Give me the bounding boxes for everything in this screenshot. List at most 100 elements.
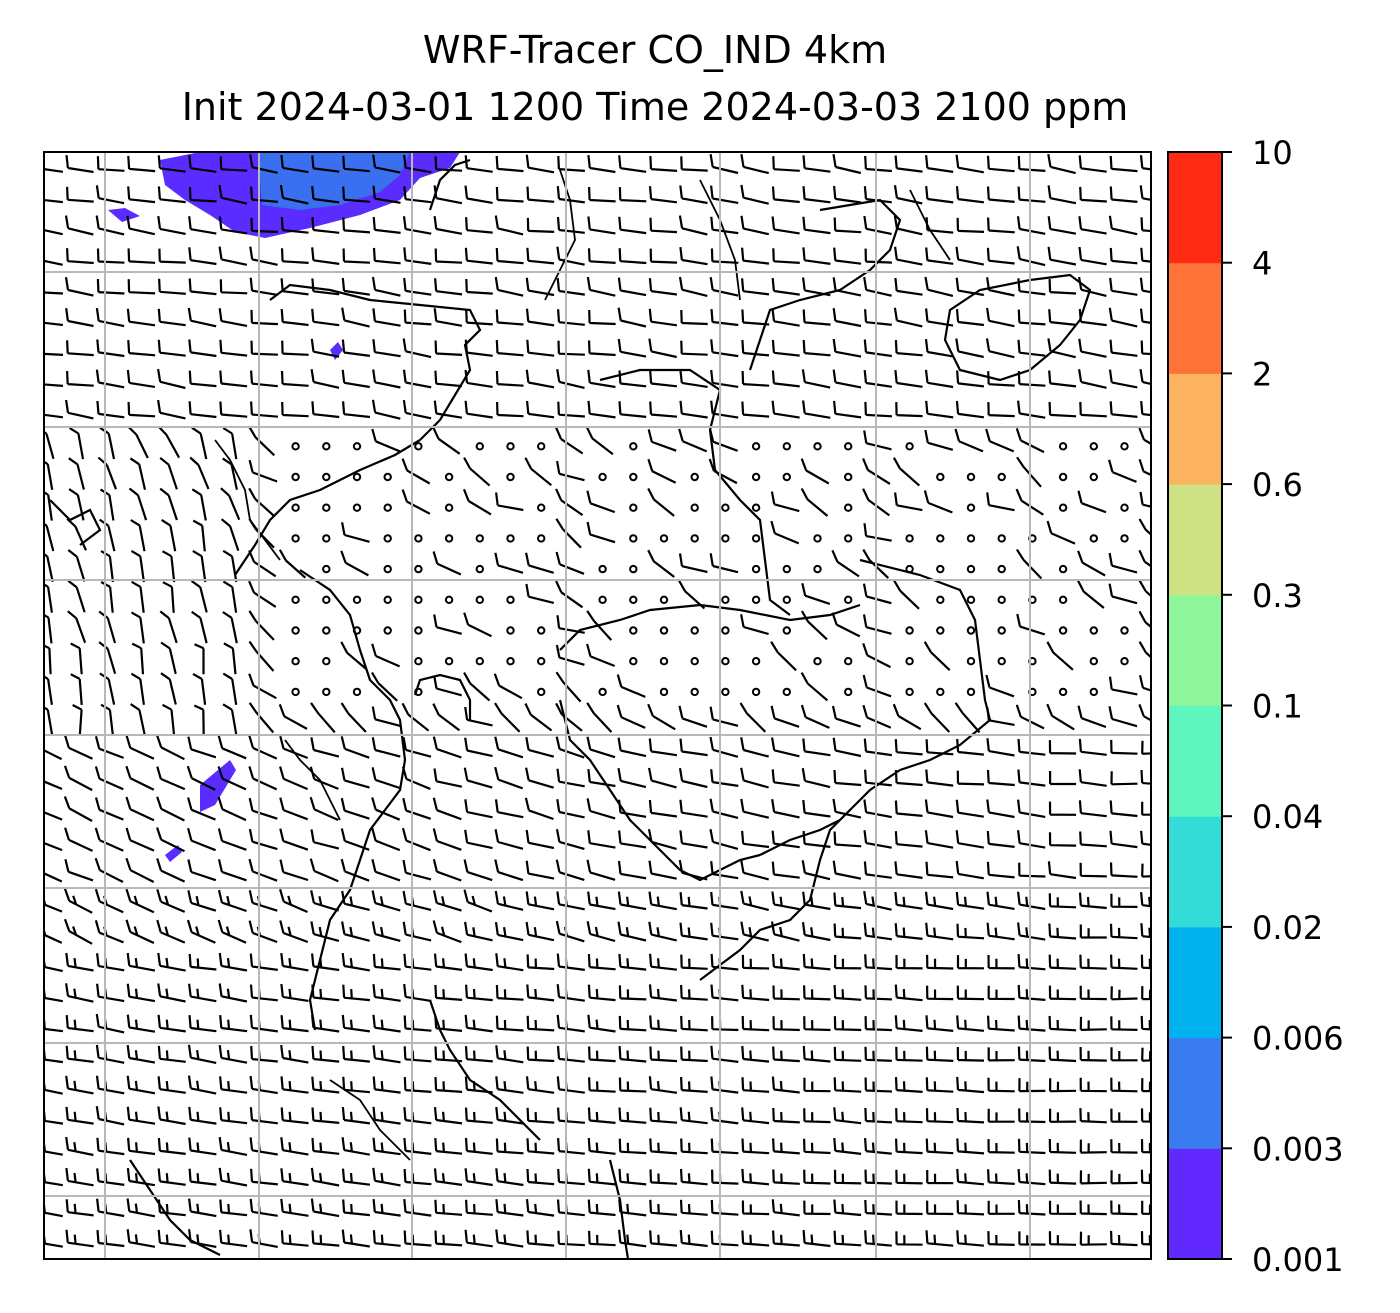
wind-barb xyxy=(525,277,555,297)
wind-barb xyxy=(772,985,800,1001)
wind-barb xyxy=(464,1107,493,1124)
wind-barb xyxy=(248,735,278,760)
wind-barb xyxy=(63,765,93,792)
wind-barb xyxy=(556,768,585,788)
wind-barb xyxy=(279,920,309,944)
wind-barb xyxy=(217,828,247,851)
wind-barb xyxy=(1018,862,1046,878)
wind-barb xyxy=(556,369,585,389)
wind-barb xyxy=(66,186,94,203)
wind-barb xyxy=(772,1046,800,1063)
wind-barb xyxy=(223,642,237,675)
wind-barb xyxy=(801,582,831,605)
wind-barb xyxy=(617,891,647,911)
wind-barb xyxy=(892,703,922,731)
calm-wind-marker xyxy=(844,442,853,451)
wind-barb xyxy=(862,488,891,517)
wind-barb xyxy=(222,580,238,613)
wind-barb xyxy=(1017,738,1046,756)
wind-barb xyxy=(342,186,371,203)
wind-barb xyxy=(44,780,63,791)
calm-wind-marker xyxy=(813,442,822,451)
wind-barb xyxy=(342,217,371,234)
wind-barb xyxy=(895,402,923,418)
calm-wind-marker xyxy=(598,564,607,574)
calm-wind-marker xyxy=(537,687,546,697)
wind-barb xyxy=(433,675,462,697)
wind-barb xyxy=(65,1075,94,1095)
wind-barb xyxy=(495,186,524,203)
wind-barb xyxy=(741,1138,770,1155)
wind-barb xyxy=(125,735,155,760)
wind-barb xyxy=(1078,216,1107,235)
wind-barb xyxy=(1108,706,1138,728)
wind-barb xyxy=(433,1168,463,1186)
wind-barb xyxy=(248,766,278,791)
wind-barb xyxy=(648,891,678,911)
wind-barb xyxy=(220,518,240,552)
wind-barb xyxy=(1017,1168,1046,1186)
wind-barb xyxy=(1110,771,1138,786)
wind-barb xyxy=(648,921,677,942)
wind-barb xyxy=(1109,830,1138,849)
wind-barb xyxy=(1017,156,1046,172)
wind-barb xyxy=(864,1199,892,1216)
calm-wind-marker xyxy=(352,472,362,482)
wind-barb xyxy=(372,1014,401,1033)
wind-barb xyxy=(495,1076,524,1094)
wind-barb xyxy=(1048,1046,1077,1063)
map-subtitle: Init 2024-03-01 1200 Time 2024-03-03 210… xyxy=(181,85,1129,129)
wind-barb xyxy=(1018,1231,1046,1246)
wind-barb xyxy=(526,984,555,1002)
wind-barb xyxy=(67,579,86,613)
wind-barb xyxy=(925,1138,954,1155)
wind-barb xyxy=(1079,1139,1107,1154)
wind-barb xyxy=(63,888,93,914)
wind-barb xyxy=(616,674,646,698)
wind-barb xyxy=(1110,1200,1138,1216)
wind-barb xyxy=(187,797,216,821)
calm-wind-marker xyxy=(721,503,730,512)
wind-barb xyxy=(462,488,492,516)
calm-wind-marker xyxy=(1120,442,1129,451)
wind-barb xyxy=(832,798,862,819)
wind-barb xyxy=(494,799,524,819)
wind-barb xyxy=(893,579,920,610)
wind-barb xyxy=(1048,923,1077,940)
calm-wind-marker xyxy=(383,626,392,635)
wind-barb xyxy=(188,278,217,296)
wind-barb xyxy=(191,488,207,521)
wind-barb xyxy=(926,954,954,970)
colorbar-tick-label: 0.001 xyxy=(1252,1241,1344,1279)
wind-barb xyxy=(341,921,370,942)
wind-barb xyxy=(1048,954,1077,970)
calm-wind-marker xyxy=(813,657,822,666)
wind-barb xyxy=(125,765,155,791)
wind-barb xyxy=(525,154,555,174)
wind-barb xyxy=(1079,954,1107,970)
wind-barb xyxy=(771,953,800,971)
wind-barb xyxy=(833,769,862,787)
wind-barb xyxy=(771,186,800,204)
wind-barb xyxy=(956,1076,985,1094)
wind-barb xyxy=(741,1015,770,1032)
wind-barb xyxy=(311,1076,340,1094)
wind-barb xyxy=(494,859,524,882)
calm-wind-marker xyxy=(506,472,515,482)
wind-barb xyxy=(311,308,340,327)
wind-barb xyxy=(771,308,800,327)
wind-barb xyxy=(1138,675,1151,692)
wind-barb xyxy=(188,1015,217,1033)
wind-barb xyxy=(1017,1138,1046,1155)
wind-barb xyxy=(186,919,216,944)
wind-barb xyxy=(741,401,770,418)
wind-barb xyxy=(710,369,739,388)
colorbar-tick-label: 0.04 xyxy=(1252,798,1323,836)
wind-barb xyxy=(65,1045,94,1063)
wind-barb xyxy=(772,1016,800,1032)
wind-barb xyxy=(926,1169,954,1185)
calm-wind-marker xyxy=(751,503,761,512)
wind-barb xyxy=(280,952,309,972)
wind-barb xyxy=(341,1106,371,1125)
wind-barb xyxy=(740,215,770,236)
